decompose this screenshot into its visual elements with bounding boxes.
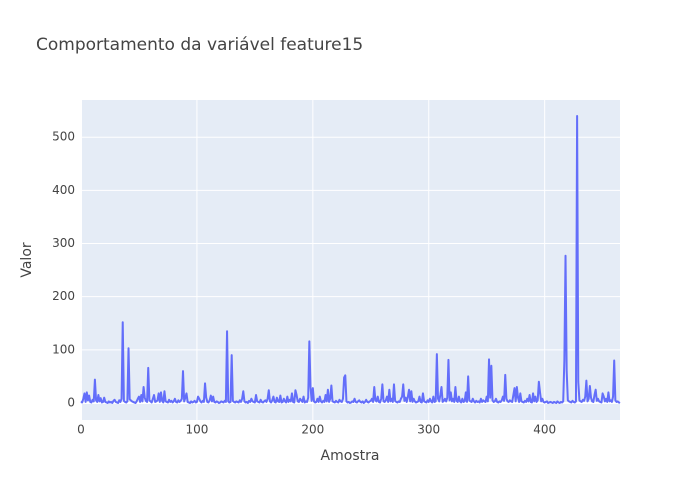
data-line bbox=[80, 114, 621, 404]
y-tick-label: 300 bbox=[52, 236, 75, 250]
y-tick-label: 200 bbox=[52, 289, 75, 303]
x-tick-label: 200 bbox=[301, 423, 324, 437]
y-tick-label: 500 bbox=[52, 130, 75, 144]
y-axis-title: Valor bbox=[19, 242, 35, 278]
x-tick-label: 100 bbox=[185, 423, 208, 437]
chart-title: Comportamento da variável feature15 bbox=[36, 35, 363, 55]
plot-background bbox=[81, 100, 620, 420]
y-tick-label: 0 bbox=[67, 395, 75, 409]
y-tick-label: 100 bbox=[52, 342, 75, 356]
x-tick-label: 300 bbox=[417, 423, 440, 437]
x-tick-label: 400 bbox=[533, 423, 556, 437]
x-tick-label: 0 bbox=[77, 423, 85, 437]
x-axis-title: Amostra bbox=[321, 448, 380, 464]
y-tick-label: 400 bbox=[52, 183, 75, 197]
